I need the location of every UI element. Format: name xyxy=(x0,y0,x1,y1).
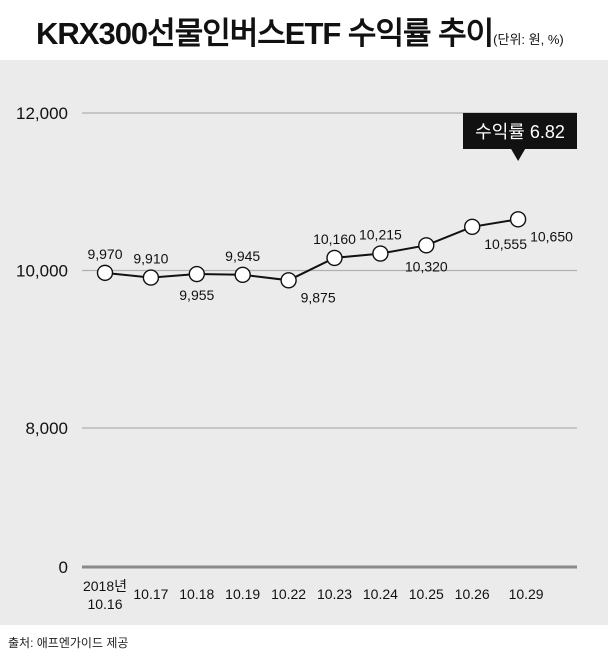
data-label: 9,955 xyxy=(179,287,214,303)
title-bar: KRX300선물인버스ETF 수익률 추이(단위: 원, %) xyxy=(0,0,608,60)
x-tick-label: 10.19 xyxy=(225,586,260,602)
data-point xyxy=(280,272,297,289)
data-label: 9,945 xyxy=(225,248,260,264)
y-tick-label: 8,000 xyxy=(25,419,68,438)
data-point xyxy=(142,269,160,286)
data-label: 9,970 xyxy=(87,246,122,262)
data-point xyxy=(326,249,343,267)
x-tick-label: 10.23 xyxy=(317,586,352,602)
data-label: 10,555 xyxy=(484,236,527,252)
x-tick-label: 10.16 xyxy=(87,596,122,612)
callout-box xyxy=(463,113,577,149)
callout-label: 수익률 6.82 xyxy=(475,122,565,142)
chart-title: KRX300선물인버스ETF 수익률 추이(단위: 원, %) xyxy=(36,8,564,53)
series-line xyxy=(104,218,519,282)
data-point xyxy=(234,266,251,284)
data-point xyxy=(464,218,481,235)
data-point xyxy=(372,245,389,262)
data-label: 9,875 xyxy=(301,289,336,305)
data-point xyxy=(509,211,527,228)
data-label: 10,215 xyxy=(359,227,402,243)
x-tick-label: 10.26 xyxy=(455,586,490,602)
data-point xyxy=(188,265,206,283)
data-point xyxy=(418,237,435,254)
source-note: 출처: 애프엔가이드 제공 xyxy=(8,636,129,650)
x-tick-label: 10.24 xyxy=(363,586,398,602)
x-tick-label: 2018년 xyxy=(83,578,127,594)
x-tick-label: 10.18 xyxy=(179,586,214,602)
data-point xyxy=(96,264,114,282)
callout-pointer xyxy=(511,149,526,161)
y-tick-label: 12,000 xyxy=(16,104,68,123)
data-label: 10,320 xyxy=(405,258,448,274)
y-tick-label: 0 xyxy=(59,558,68,577)
chart-panel xyxy=(0,60,608,625)
x-tick-label: 10.29 xyxy=(509,586,544,602)
x-tick-label: 10.17 xyxy=(133,586,168,602)
chart-title-text: KRX300선물인버스ETF 수익률 추이 xyxy=(36,16,494,51)
unit-label: (단위: 원, %) xyxy=(493,32,564,47)
x-tick-label: 10.25 xyxy=(409,586,444,602)
x-tick-label: 10.22 xyxy=(271,586,306,602)
data-label: 9,910 xyxy=(133,251,168,267)
data-label: 10,160 xyxy=(313,231,356,247)
data-label: 10,650 xyxy=(530,228,573,244)
y-tick-label: 10,000 xyxy=(16,262,68,281)
